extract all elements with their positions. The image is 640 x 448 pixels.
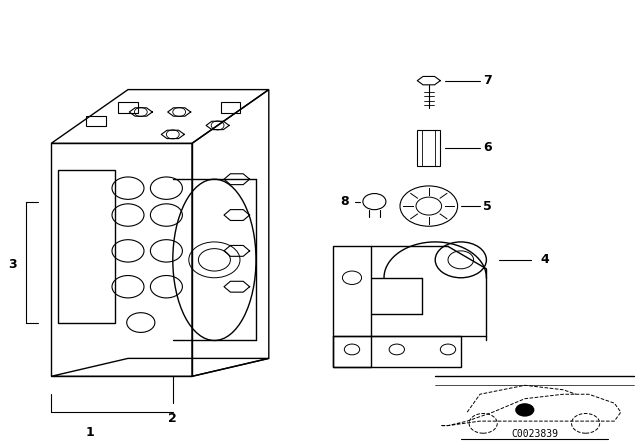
Text: 8: 8: [340, 195, 349, 208]
Circle shape: [515, 403, 534, 417]
Text: 6: 6: [483, 141, 492, 155]
Text: 3: 3: [8, 258, 17, 271]
Text: 2: 2: [168, 412, 177, 425]
Text: 7: 7: [483, 74, 492, 87]
Text: 1: 1: [85, 426, 94, 439]
Text: C0023839: C0023839: [511, 429, 558, 439]
Text: 5: 5: [483, 199, 492, 213]
Text: 4: 4: [541, 253, 550, 267]
